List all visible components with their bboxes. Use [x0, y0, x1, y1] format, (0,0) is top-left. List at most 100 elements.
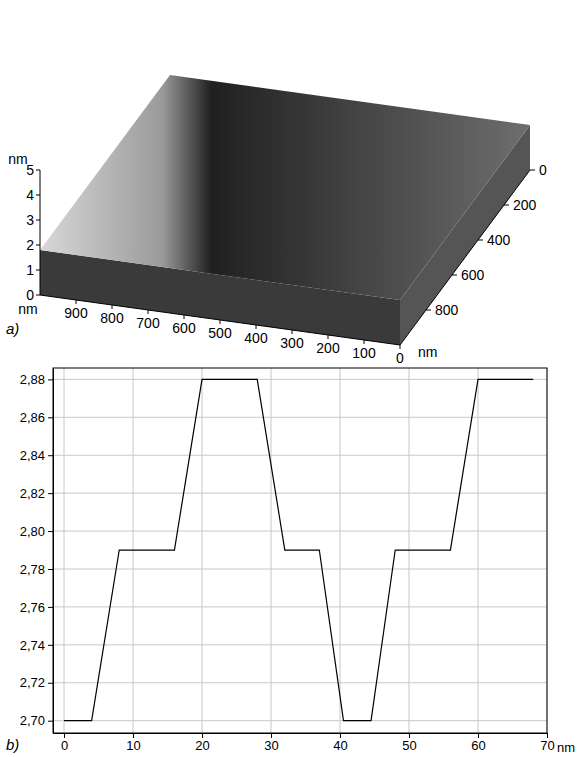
y-tick-mark: [48, 531, 53, 532]
y-grid-line: [53, 720, 547, 721]
x-tick-label: 0: [61, 738, 68, 753]
x-tick: [328, 335, 329, 339]
panel-label: a): [6, 320, 19, 337]
x-tick: 10: [126, 733, 140, 753]
x-tick: [400, 345, 401, 349]
y-tick-mark: [48, 379, 53, 380]
x-tick: [220, 320, 221, 324]
z-tick-label: 1: [26, 262, 34, 278]
profile-line: [64, 379, 533, 720]
x-tick: [292, 330, 293, 334]
y-tick-label: 2,74: [20, 637, 45, 652]
panel-b: 0102030405060702,702,722,742,762,782,802…: [6, 368, 575, 755]
panel-a: 012345nm0100200300400500600700800900nm02…: [6, 75, 547, 366]
x-grid-line: [478, 368, 479, 733]
y-tick: 2,80: [20, 524, 53, 539]
y-axis-line: [53, 369, 54, 734]
y-tick-label: 2,78: [20, 562, 45, 577]
z-axis-line: [40, 170, 41, 295]
y-tick-label: 400: [487, 232, 511, 248]
x-tick-label: 30: [264, 738, 278, 753]
x-tick: 50: [402, 733, 416, 753]
y-tick-label: 2,80: [20, 524, 45, 539]
x-axis-line: [54, 733, 548, 734]
x-tick-label: 400: [244, 330, 268, 346]
x-tick-label: 500: [208, 325, 232, 341]
y-tick: 2,84: [20, 448, 53, 463]
y-tick: 2,86: [20, 410, 53, 425]
panel-label: b): [6, 736, 19, 753]
y-grid-line: [53, 606, 547, 607]
z-tick-label: 2: [26, 237, 34, 253]
y-tick-mark: [48, 645, 53, 646]
y-tick: [426, 310, 431, 311]
y-tick-mark: [48, 721, 53, 722]
y-grid-line: [53, 417, 547, 418]
z-tick-label: 4: [26, 187, 34, 203]
y-tick: 2,76: [20, 600, 53, 615]
y-tick-label: 2,72: [20, 675, 45, 690]
x-tick-label: 10: [126, 738, 140, 753]
x-tick: 70: [540, 733, 554, 753]
y-tick: 2,82: [20, 486, 53, 501]
y-grid-line: [53, 682, 547, 683]
x-grid-line: [340, 368, 341, 733]
x-tick-label: 60: [471, 738, 485, 753]
x-tick: 60: [471, 733, 485, 753]
x-tick: [364, 340, 365, 344]
x-tick-label: 200: [316, 340, 340, 356]
x-tick-label: 700: [136, 315, 160, 331]
x-axis: 0 10 20 30 40 50 60 70: [54, 733, 555, 753]
x-axis-title: nm: [18, 301, 37, 317]
y-tick: [478, 240, 483, 241]
z-axis-title: nm: [8, 151, 27, 167]
y-tick-mark: [48, 683, 53, 684]
z-tick: [36, 170, 40, 171]
plot-area: [64, 379, 533, 720]
x-tick-label: 40: [333, 738, 347, 753]
figure: 012345nm0100200300400500600700800900nm02…: [0, 0, 580, 757]
y-tick-label: 2,88: [20, 372, 45, 387]
y-grid-line: [53, 644, 547, 645]
x-grid-line: [271, 368, 272, 733]
y-tick-label: 800: [435, 302, 459, 318]
y-tick-mark: [48, 569, 53, 570]
y-tick: 2,74: [20, 637, 53, 652]
x-tick-label: 900: [64, 305, 88, 321]
x-tick-label: 50: [402, 738, 416, 753]
y-tick-mark: [48, 455, 53, 456]
y-grid-line: [53, 455, 547, 456]
x-tick-label: 70: [540, 738, 554, 753]
x-tick: [148, 310, 149, 314]
y-tick-label: 600: [461, 267, 485, 283]
y-tick: [530, 170, 535, 171]
y-axis-title: nm: [418, 344, 437, 360]
x-tick: 0: [61, 733, 68, 753]
y-grid-line: [53, 531, 547, 532]
x-tick-label: 300: [280, 335, 304, 351]
y-tick-label: 2,86: [20, 410, 45, 425]
x-tick-label: 20: [195, 738, 209, 753]
x-tick: [256, 325, 257, 329]
x-tick-label: 0: [396, 350, 404, 366]
x-tick-label: 100: [352, 345, 376, 361]
y-tick: 2,78: [20, 562, 53, 577]
z-tick: [36, 270, 40, 271]
y-tick-mark: [48, 493, 53, 494]
y-tick: [452, 275, 457, 276]
x-axis-line: [40, 295, 400, 345]
y-grid-line: [53, 568, 547, 569]
x-tick: [184, 315, 185, 319]
y-tick-label: 0: [539, 162, 547, 178]
y-tick-label: 2,82: [20, 486, 45, 501]
x-tick-label: 600: [172, 320, 196, 336]
z-tick: [36, 195, 40, 196]
y-grid-line: [53, 493, 547, 494]
y-tick-label: 2,84: [20, 448, 45, 463]
grid: [53, 368, 547, 733]
y-tick: 2,88: [20, 372, 53, 387]
x-tick: 40: [333, 733, 347, 753]
plot-frame: [53, 368, 547, 733]
y-tick-label: 200: [513, 197, 537, 213]
y-tick-mark: [48, 417, 53, 418]
